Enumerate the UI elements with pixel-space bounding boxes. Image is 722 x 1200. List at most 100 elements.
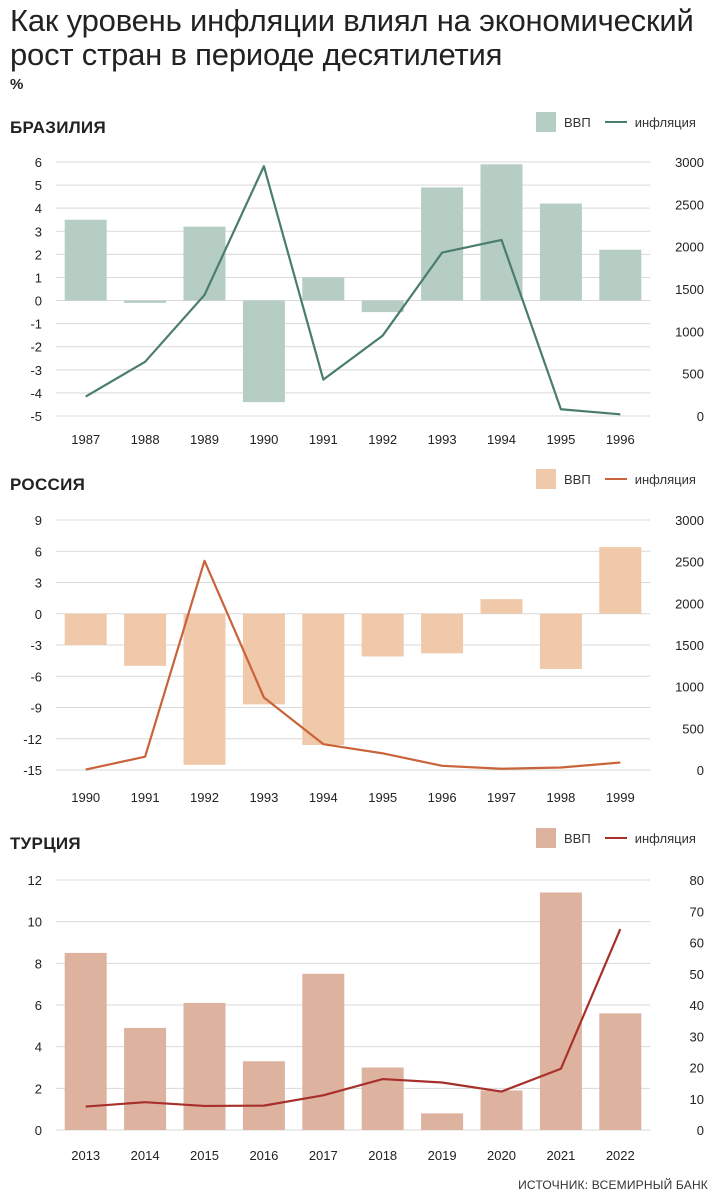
x-tick-label: 2020 [487, 1148, 516, 1163]
legend-gdp-label: ВВП [564, 830, 591, 846]
left-tick-label: -12 [23, 732, 42, 747]
x-tick-label: 2022 [606, 1148, 635, 1163]
x-tick-label: 2016 [249, 1148, 278, 1163]
right-tick-label: 30 [690, 1029, 704, 1044]
gdp-bar [242, 613, 285, 705]
chart-title-brazil: БРАЗИЛИЯ [10, 118, 106, 137]
right-tick-label: 60 [690, 936, 704, 951]
gdp-bar [361, 1067, 404, 1130]
legend-inflation-label: инфляция [634, 471, 696, 487]
x-tick-label: 1993 [249, 790, 278, 805]
left-tick-label: 2 [35, 247, 42, 262]
right-tick-label: 3000 [675, 513, 704, 528]
gdp-bar [480, 599, 523, 614]
x-tick-label: 2017 [309, 1148, 338, 1163]
gdp-bar [302, 277, 345, 301]
x-tick-label: 1995 [546, 432, 575, 447]
left-tick-label: 0 [35, 607, 42, 622]
left-tick-label: -4 [30, 386, 42, 401]
legend-inflation-swatch [604, 121, 627, 123]
gdp-bar [183, 1002, 226, 1130]
x-tick-label: 2019 [428, 1148, 457, 1163]
chart-brazil: 6 5 4 3 2 1 0 -1 -2 -3 -4 -5 3000 2500 2000 1500 1000 500… [30, 155, 704, 447]
legend-inflation-label: инфляция [634, 830, 696, 846]
legend-gdp-swatch [536, 828, 556, 848]
gdp-bar [242, 1061, 285, 1130]
left-tick-label: 6 [35, 544, 42, 559]
right-tick-label: 500 [682, 721, 704, 736]
gdp-bar [539, 613, 582, 669]
gdp-bar [124, 1027, 167, 1130]
left-tick-label: -3 [30, 638, 42, 653]
x-tick-label: 2021 [546, 1148, 575, 1163]
right-tick-label: 80 [690, 873, 704, 888]
right-tick-label: 2000 [675, 240, 704, 255]
gdp-bar [599, 249, 642, 301]
right-tick-label: 2500 [675, 555, 704, 570]
x-tick-label: 1996 [606, 432, 635, 447]
right-tick-label: 500 [682, 367, 704, 382]
x-tick-label: 1991 [131, 790, 160, 805]
right-tick-label: 1500 [675, 638, 704, 653]
x-tick-label: 1999 [606, 790, 635, 805]
left-tick-label: 6 [35, 998, 42, 1013]
x-tick-label: 1988 [131, 432, 160, 447]
left-tick-label: 3 [35, 224, 42, 239]
x-tick-label: 1992 [190, 790, 219, 805]
gdp-bar [64, 219, 107, 301]
x-tick-label: 1992 [368, 432, 397, 447]
gdp-bar [599, 1013, 642, 1130]
x-tick-label: 1998 [546, 790, 575, 805]
right-tick-label: 40 [690, 998, 704, 1013]
gdp-bar [480, 1090, 523, 1130]
left-tick-label: 4 [35, 1040, 42, 1055]
right-tick-label: 70 [690, 904, 704, 919]
gdp-bar [183, 613, 226, 765]
x-tick-label: 1993 [428, 432, 457, 447]
gdp-bar [302, 973, 345, 1130]
right-tick-label: 10 [690, 1092, 704, 1107]
left-tick-label: -2 [30, 340, 42, 355]
left-tick-label: 6 [35, 155, 42, 170]
x-tick-label: 1987 [71, 432, 100, 447]
legend-gdp-label: ВВП [564, 471, 591, 487]
left-tick-label: -6 [30, 669, 42, 684]
legend-brazil: ВВП инфляция [536, 112, 696, 132]
gdp-bar [421, 613, 464, 654]
left-tick-label: -5 [30, 409, 42, 424]
inflation-line [85, 165, 621, 416]
legend-turkey: ВВП инфляция [536, 828, 696, 848]
right-tick-label: 0 [697, 1123, 704, 1138]
left-tick-label: -15 [23, 763, 42, 778]
gdp-bar [539, 892, 582, 1130]
legend-inflation-swatch [604, 837, 627, 839]
x-tick-label: 2014 [131, 1148, 160, 1163]
x-tick-label: 1996 [428, 790, 457, 805]
right-tick-label: 1500 [675, 282, 704, 297]
chart-title-russia: РОССИЯ [10, 475, 86, 494]
chart-title-turkey: ТУРЦИЯ [10, 834, 81, 853]
x-tick-label: 2018 [368, 1148, 397, 1163]
gdp-bar [124, 613, 167, 666]
right-tick-label: 20 [690, 1061, 704, 1076]
left-tick-label: 8 [35, 956, 42, 971]
gdp-bar [421, 1113, 464, 1130]
left-tick-label: 2 [35, 1081, 42, 1096]
inflation-line [85, 928, 622, 1108]
chart-russia: 9 6 3 0 -3 -6 -9 -12 -15 3000 2500 2000 1500 1000 500 0… [23, 513, 704, 805]
left-tick-label: -3 [30, 363, 42, 378]
x-tick-label: 1994 [309, 790, 338, 805]
gdp-bar [361, 300, 404, 313]
gdp-bar [421, 187, 464, 301]
page-title: Как уровень инфляции влиял на экономичес… [10, 3, 694, 72]
right-tick-label: 0 [697, 763, 704, 778]
left-tick-label: 0 [35, 294, 42, 309]
right-tick-label: 2500 [675, 197, 704, 212]
right-tick-label: 1000 [675, 324, 704, 339]
unit-label: % [10, 76, 24, 93]
inflation-line [85, 559, 621, 771]
legend-gdp-label: ВВП [564, 114, 591, 130]
right-tick-label: 1000 [675, 680, 704, 695]
gdp-bar [599, 547, 642, 614]
